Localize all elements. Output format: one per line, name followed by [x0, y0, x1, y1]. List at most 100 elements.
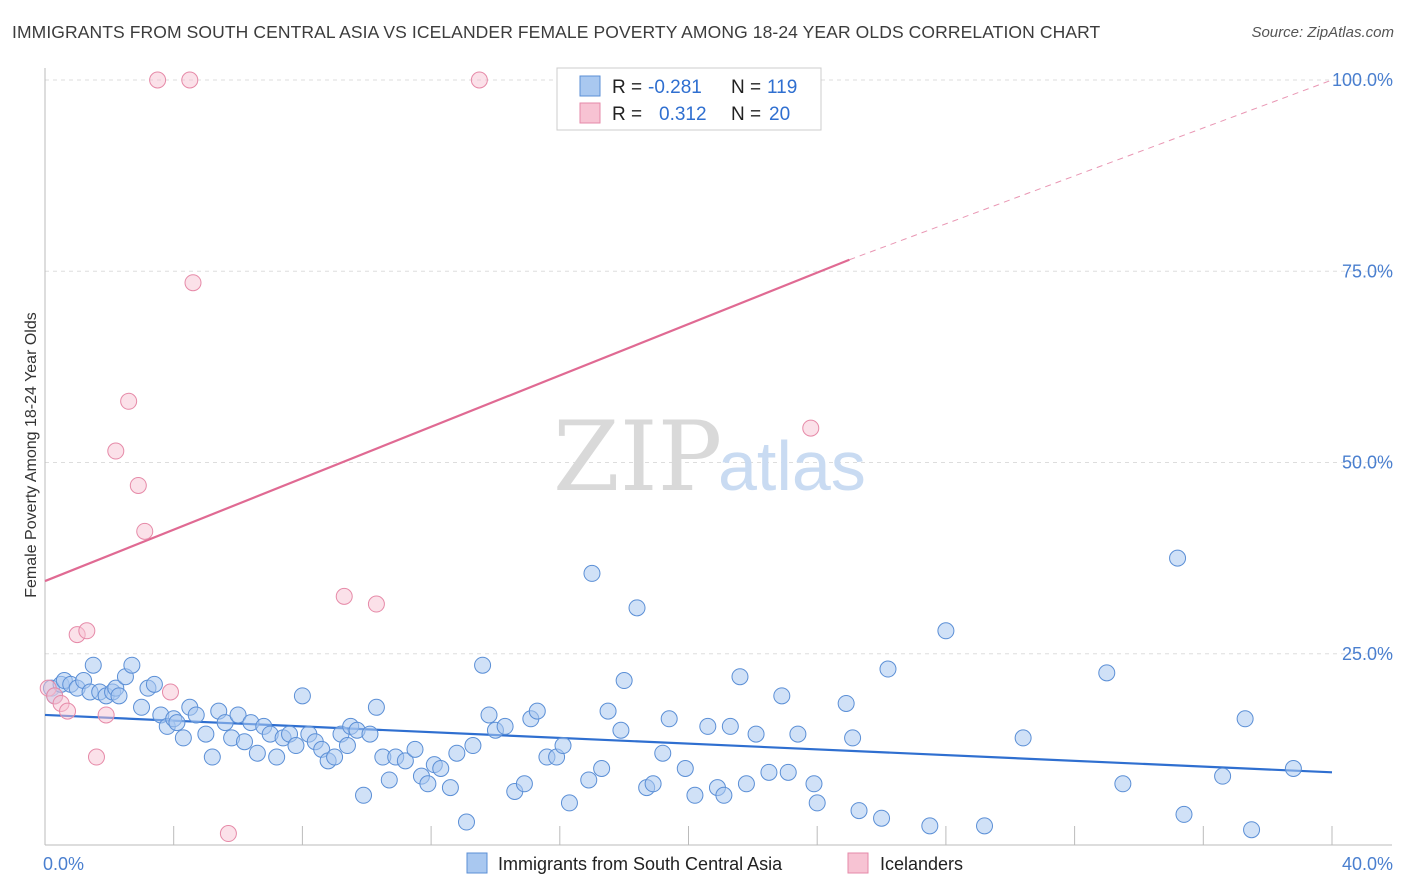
- blue-point-112: [976, 817, 994, 835]
- blue-point-25: [187, 706, 205, 724]
- blue-point-83: [612, 721, 630, 739]
- blue-point-53: [367, 698, 385, 716]
- pink-point-14: [181, 71, 199, 89]
- blue-point-120: [1243, 821, 1261, 839]
- blue-point-106: [844, 729, 862, 747]
- blue-point-40: [287, 737, 305, 755]
- x-tick-labels: 0.0% 40.0%: [43, 854, 1393, 874]
- blue-point-98: [747, 725, 765, 743]
- blue-point-101: [779, 763, 797, 781]
- pink-point-8: [107, 442, 125, 460]
- blue-point-51: [355, 786, 373, 804]
- pink-point-3: [59, 702, 77, 720]
- legend-r-label-2: R =: [612, 104, 642, 125]
- legend-r-value-1: -0.281: [648, 77, 702, 98]
- pink-point-7: [97, 706, 115, 724]
- legend-r-label-1: R =: [612, 77, 642, 98]
- blue-point-103: [805, 775, 823, 793]
- pink-point-12: [149, 71, 167, 89]
- blue-point-68: [480, 706, 498, 724]
- watermark-atlas: atlas: [718, 427, 866, 505]
- blue-point-8: [84, 656, 102, 674]
- blue-point-96: [731, 668, 749, 686]
- pink-point-17: [335, 587, 353, 605]
- blue-point-77: [554, 737, 572, 755]
- blue-point-29: [216, 714, 234, 732]
- bottom-legend-label-pink: Icelanders: [880, 854, 963, 874]
- pink-point-9: [120, 392, 138, 410]
- blue-point-80: [583, 564, 601, 582]
- pink-point-16: [219, 825, 237, 843]
- blue-point-74: [528, 702, 546, 720]
- blue-point-82: [599, 702, 617, 720]
- legend-n-value-1: 119: [767, 77, 797, 98]
- blue-point-114: [1098, 664, 1116, 682]
- axes: [44, 68, 1392, 846]
- blue-point-118: [1214, 767, 1232, 785]
- blue-point-116: [1169, 549, 1187, 567]
- y-tick-label-0: 25.0%: [1342, 644, 1393, 664]
- pink-trend-extension: [849, 79, 1333, 261]
- blue-point-119: [1236, 710, 1254, 728]
- blue-point-89: [660, 710, 678, 728]
- blue-point-99: [760, 763, 778, 781]
- blue-point-92: [699, 717, 717, 735]
- x-tick-label-1: 40.0%: [1342, 854, 1393, 874]
- blue-point-109: [879, 660, 897, 678]
- blue-point-16: [133, 698, 151, 716]
- x-tick-label-0: 0.0%: [43, 854, 84, 874]
- y-tick-label-1: 50.0%: [1342, 453, 1393, 473]
- series-legend: Immigrants from South Central Asia Icela…: [466, 852, 963, 874]
- pink-point-19: [470, 71, 488, 89]
- blue-point-111: [937, 622, 955, 640]
- blue-point-102: [789, 725, 807, 743]
- blue-point-58: [406, 740, 424, 758]
- legend-r-value-2: 0.312: [659, 104, 707, 125]
- legend-box: [556, 67, 822, 131]
- blue-point-41: [293, 687, 311, 705]
- pink-point-18: [367, 595, 385, 613]
- blue-point-32: [235, 733, 253, 751]
- blue-point-34: [248, 744, 266, 762]
- blue-point-23: [174, 729, 192, 747]
- blue-point-64: [448, 744, 466, 762]
- blue-point-107: [850, 802, 868, 820]
- blue-point-100: [773, 687, 791, 705]
- blue-point-27: [203, 748, 221, 766]
- blue-point-97: [737, 775, 755, 793]
- legend-swatch-blue: [579, 75, 601, 97]
- blue-point-94: [715, 786, 733, 804]
- watermark: ZIP atlas: [553, 401, 866, 513]
- blue-point-95: [721, 717, 739, 735]
- legend-swatch-pink: [579, 102, 601, 124]
- y-tick-labels: 25.0% 50.0% 75.0% 100.0%: [1332, 70, 1393, 664]
- bottom-legend-swatch-blue: [466, 852, 488, 874]
- chart-source: Source: ZipAtlas.com: [1251, 24, 1394, 41]
- pink-point-20: [802, 419, 820, 437]
- y-tick-label-2: 75.0%: [1342, 261, 1393, 281]
- bottom-legend-swatch-pink: [847, 852, 869, 874]
- blue-point-117: [1175, 805, 1193, 823]
- blue-point-108: [873, 809, 891, 827]
- pink-point-6: [87, 748, 105, 766]
- blue-point-87: [644, 775, 662, 793]
- blue-point-15: [123, 656, 141, 674]
- blue-point-63: [441, 779, 459, 797]
- blue-point-55: [380, 771, 398, 789]
- legend-n-label-1: N =: [731, 77, 761, 98]
- blue-point-26: [197, 725, 215, 743]
- blue-point-48: [338, 737, 356, 755]
- legend-n-value-2: 20: [769, 104, 790, 125]
- blue-point-67: [474, 656, 492, 674]
- chart-title: IMMIGRANTS FROM SOUTH CENTRAL ASIA VS IC…: [12, 22, 1101, 42]
- blue-point-121: [1284, 760, 1302, 777]
- data-points: [39, 71, 1302, 843]
- blue-point-46: [326, 748, 344, 766]
- grid-lines: [45, 79, 1392, 655]
- pink-point-13: [161, 683, 179, 701]
- blue-point-62: [432, 760, 450, 777]
- blue-point-13: [110, 687, 128, 705]
- blue-point-91: [686, 786, 704, 804]
- blue-point-84: [615, 672, 633, 690]
- blue-point-81: [593, 760, 611, 777]
